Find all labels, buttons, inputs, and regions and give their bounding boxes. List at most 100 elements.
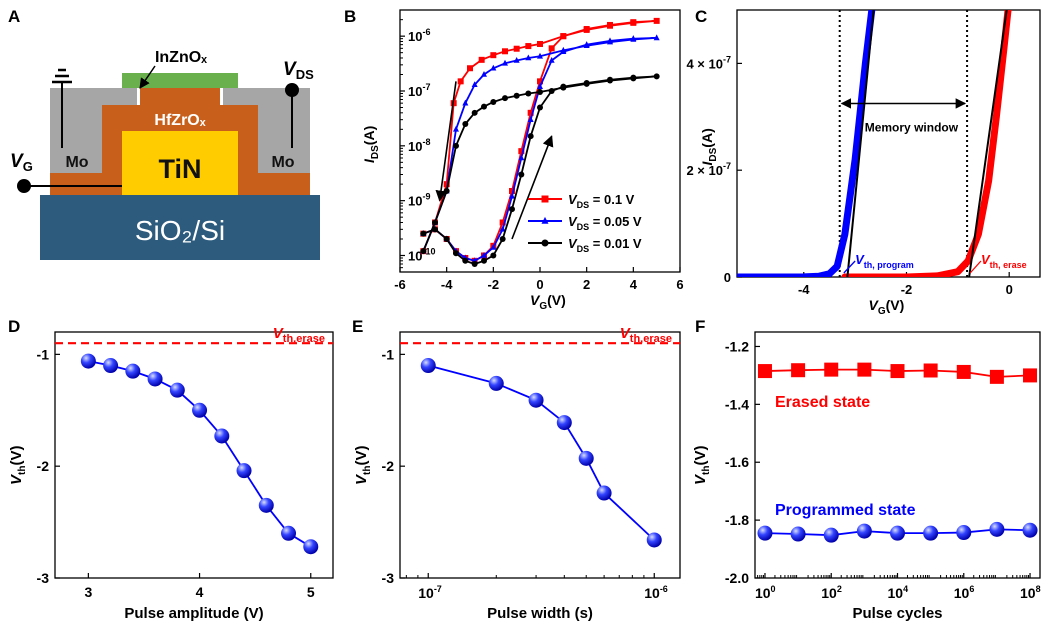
plot-e-ylabel-unit: (V) bbox=[353, 446, 370, 466]
channel-label: InZnOₓ bbox=[155, 49, 207, 66]
plot-b-point bbox=[481, 103, 487, 110]
plot-b-xlabel: VG(V) bbox=[530, 292, 566, 312]
plot-b-point bbox=[527, 116, 534, 122]
plot-f-point bbox=[757, 364, 772, 379]
plot-b-ylabel: IDS(A) bbox=[361, 126, 381, 163]
plot-b-legend-label: VDS = 0.1 V bbox=[568, 192, 635, 210]
plot-e-xlabel: Pulse width (s) bbox=[487, 605, 593, 622]
plot-f-xtick-label-base: 10 bbox=[888, 585, 904, 601]
plot-f-xtick-label-exp: 2 bbox=[837, 584, 842, 594]
plot-b-point bbox=[462, 121, 469, 128]
plot-b-ytick-label-base: 10 bbox=[408, 139, 422, 154]
plot-f-xtick-label-base: 10 bbox=[821, 585, 837, 601]
plot-c-xlabel-unit: (V) bbox=[886, 297, 905, 313]
panel-letter-b: B bbox=[344, 7, 356, 26]
panel-letter-e: E bbox=[352, 317, 363, 336]
plot-d-series-line bbox=[88, 360, 312, 548]
plot-b-point bbox=[525, 54, 532, 61]
plot-b-point bbox=[607, 37, 613, 44]
plot-b-xtick-label: 6 bbox=[676, 277, 683, 292]
plot-f-ylabel-main: V bbox=[692, 473, 709, 485]
panel-letter-f: F bbox=[695, 317, 705, 336]
plot-d-point bbox=[214, 428, 230, 444]
plot-f-point bbox=[956, 364, 971, 379]
plot-b-point bbox=[481, 257, 487, 264]
contact-left-bottom bbox=[55, 148, 100, 173]
contact-left-label: Mo bbox=[65, 154, 88, 171]
plot-d-xlabel: Pulse amplitude (V) bbox=[124, 605, 263, 622]
plot-e-point bbox=[556, 415, 572, 431]
plot-b-point bbox=[443, 188, 450, 195]
plot-e-xtick-label-exp: -7 bbox=[434, 584, 442, 594]
plot-f-ytick-label: -1.2 bbox=[725, 338, 749, 354]
plot-b-point bbox=[453, 142, 459, 149]
plot-f-point bbox=[790, 526, 806, 542]
plot-f-ytick-label: -1.8 bbox=[725, 512, 749, 528]
plot-b-point bbox=[457, 78, 464, 85]
plot-b-ylabel-unit: (A) bbox=[361, 126, 377, 145]
drain-label: VDS bbox=[283, 59, 314, 82]
plot-b-point bbox=[560, 48, 567, 55]
plot-d-point bbox=[103, 358, 119, 374]
plot-f-series-label: Programmed state bbox=[775, 502, 916, 519]
plot-c-ylabel-sub: DS bbox=[708, 147, 719, 161]
plot-c-xtick-label: -2 bbox=[901, 282, 913, 297]
plot-e-point bbox=[578, 450, 594, 466]
plot-b-point bbox=[490, 64, 497, 71]
plot-c-fit-line bbox=[846, 10, 875, 277]
plot-d-ylabel-main: V bbox=[8, 473, 25, 485]
plot-f-point bbox=[856, 523, 872, 539]
plot-c-ytick-label: 2 × 10-7 bbox=[686, 161, 731, 178]
plot-c-vth-program-sub: th, program bbox=[864, 260, 914, 270]
plot-e-ytick-label: -1 bbox=[382, 346, 395, 362]
plot-b-legend-marker bbox=[541, 239, 549, 247]
plot-c-ytick-label-base: 0 bbox=[724, 270, 731, 285]
plot-f: 100 102 104 106 108-2.0-1.8-1.6-1.4-1.2Pulse… bbox=[692, 331, 1041, 622]
plot-b-xlabel-unit: (V) bbox=[547, 292, 566, 308]
plot-e-point bbox=[488, 375, 504, 391]
plot-f-point bbox=[857, 362, 872, 377]
plot-e-ref-label-main: V bbox=[620, 325, 632, 342]
plot-b-point bbox=[509, 188, 515, 195]
plot-e-ytick-label: -2 bbox=[382, 458, 395, 474]
plot-d-ylabel-unit: (V) bbox=[8, 446, 25, 466]
plot-b-point bbox=[583, 26, 590, 33]
plot-b: -6 -4 -2 0 2 4 610-1010-910-810-710-6VG(V)IDS(… bbox=[361, 9, 684, 312]
plot-e-ref-label-sub: th,erase bbox=[630, 333, 672, 345]
plot-f-xtick-label: 108 bbox=[1020, 584, 1041, 601]
plot-b-point bbox=[583, 41, 590, 47]
plot-f-point bbox=[890, 364, 905, 379]
plot-d-point bbox=[281, 525, 297, 541]
plot-b-xtick-label: 2 bbox=[583, 277, 590, 292]
plot-b-point bbox=[453, 125, 459, 132]
gate-label: TiN bbox=[158, 154, 201, 184]
plot-d-xtick-label: 4 bbox=[196, 584, 204, 600]
plot-c-vth-program-pointer bbox=[843, 260, 856, 274]
plot-c-ylabel-unit: (A) bbox=[699, 128, 715, 147]
plot-f-point bbox=[989, 369, 1004, 384]
plot-d-point bbox=[80, 353, 96, 369]
plot-b-point bbox=[432, 226, 438, 233]
plot-b-ylabel-sub: DS bbox=[370, 145, 381, 159]
plot-c-vth-erase-main: V bbox=[981, 252, 991, 267]
plot-b-point bbox=[420, 248, 427, 255]
plot-b-point bbox=[513, 45, 520, 52]
plot-b-xtick-label: -2 bbox=[488, 277, 500, 292]
plot-b-legend-marker bbox=[541, 195, 549, 203]
plot-b-legend-marker bbox=[541, 216, 549, 224]
plot-b-point bbox=[513, 56, 520, 63]
plot-f-point bbox=[757, 525, 773, 541]
substrate-layer bbox=[40, 195, 320, 260]
plot-f-xtick-label: 106 bbox=[954, 584, 975, 601]
plot-b-point bbox=[443, 235, 450, 242]
plot-b-legend-name: V bbox=[568, 236, 578, 251]
plot-f-xtick-label: 104 bbox=[888, 584, 909, 601]
plot-b-legend-name: V bbox=[568, 214, 578, 229]
plot-b-point bbox=[509, 206, 515, 213]
plot-c-vth-erase-sub: th, erase bbox=[990, 260, 1027, 270]
plot-d-point bbox=[303, 539, 319, 555]
plot-b-ytick-label-base: 10 bbox=[408, 248, 422, 263]
plot-d-point bbox=[125, 363, 141, 379]
plot-b-frame bbox=[399, 9, 681, 273]
